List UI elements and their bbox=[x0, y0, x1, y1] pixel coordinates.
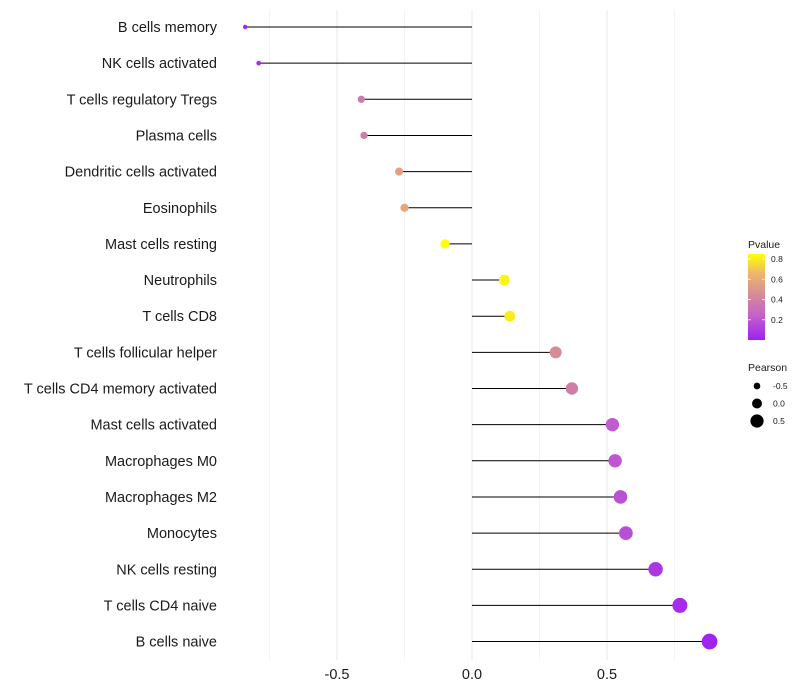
y-tick-label: NK cells resting bbox=[116, 562, 217, 578]
y-tick-label: Plasma cells bbox=[136, 128, 217, 144]
y-tick-label: Neutrophils bbox=[144, 273, 217, 289]
y-tick-label: T cells CD4 naive bbox=[104, 598, 217, 614]
y-tick-labels: B cells memory NK cells activated T cells … bbox=[24, 20, 218, 651]
pvalue-legend-title: Pvalue bbox=[748, 239, 780, 251]
y-tick-label: T cells regulatory Tregs bbox=[67, 92, 217, 108]
pvalue-colorbar bbox=[748, 254, 765, 340]
pvalue-legend-label: 0.8 bbox=[771, 254, 783, 264]
pearson-legend: Pearson -0.5 0.0 0.5 bbox=[748, 362, 788, 428]
x-tick-labels: -0.5 0.0 0.5 bbox=[325, 667, 618, 683]
y-tick-label: Macrophages M2 bbox=[105, 490, 217, 506]
y-tick-label: B cells memory bbox=[118, 20, 218, 36]
y-tick-label: NK cells activated bbox=[102, 56, 217, 72]
y-tick-label: T cells follicular helper bbox=[74, 345, 217, 361]
data-points bbox=[243, 24, 718, 650]
data-point bbox=[504, 310, 516, 322]
y-tick-label: Mast cells resting bbox=[105, 237, 217, 253]
data-point bbox=[357, 95, 365, 103]
stems bbox=[245, 26, 710, 643]
pvalue-legend-label: 0.4 bbox=[771, 295, 783, 305]
pearson-legend-label: 0.5 bbox=[773, 416, 785, 426]
data-point bbox=[613, 490, 628, 504]
y-tick-label: Eosinophils bbox=[143, 201, 217, 217]
pearson-legend-key bbox=[752, 398, 762, 409]
y-tick-label: Dendritic cells activated bbox=[65, 165, 217, 181]
pearson-legend-label: -0.5 bbox=[773, 381, 788, 391]
data-point bbox=[243, 24, 248, 30]
data-point bbox=[400, 203, 409, 212]
x-tick-label: 0.0 bbox=[462, 667, 482, 683]
pearson-legend-key bbox=[750, 414, 764, 428]
data-point bbox=[440, 239, 450, 249]
data-point bbox=[619, 526, 633, 540]
data-point bbox=[608, 454, 622, 468]
x-tick-label: -0.5 bbox=[325, 667, 350, 683]
data-point bbox=[256, 60, 262, 66]
pvalue-legend-label: 0.2 bbox=[771, 315, 783, 325]
pvalue-legend-label: 0.6 bbox=[771, 274, 783, 284]
pearson-legend-key bbox=[753, 382, 761, 390]
pearson-legend-title: Pearson bbox=[748, 362, 787, 374]
y-tick-label: T cells CD4 memory activated bbox=[24, 382, 217, 398]
pearson-legend-label: 0.0 bbox=[773, 399, 785, 409]
data-point bbox=[648, 562, 663, 577]
y-tick-label: Macrophages M0 bbox=[105, 454, 217, 470]
data-point bbox=[672, 597, 688, 613]
y-tick-label: B cells naive bbox=[136, 635, 217, 651]
data-point bbox=[549, 346, 562, 359]
data-point bbox=[605, 417, 620, 432]
data-point bbox=[701, 633, 718, 650]
data-point bbox=[360, 131, 368, 140]
x-tick-label: 0.5 bbox=[597, 667, 617, 683]
data-point bbox=[395, 167, 404, 176]
data-point bbox=[499, 274, 510, 286]
data-point bbox=[565, 382, 579, 395]
grid-lines bbox=[269, 10, 675, 660]
y-tick-label: Mast cells activated bbox=[90, 418, 217, 434]
y-tick-label: Monocytes bbox=[147, 526, 217, 542]
y-tick-label: T cells CD8 bbox=[142, 309, 217, 325]
pvalue-legend: Pvalue 0.2 0.4 0.6 0.8 bbox=[748, 239, 783, 340]
